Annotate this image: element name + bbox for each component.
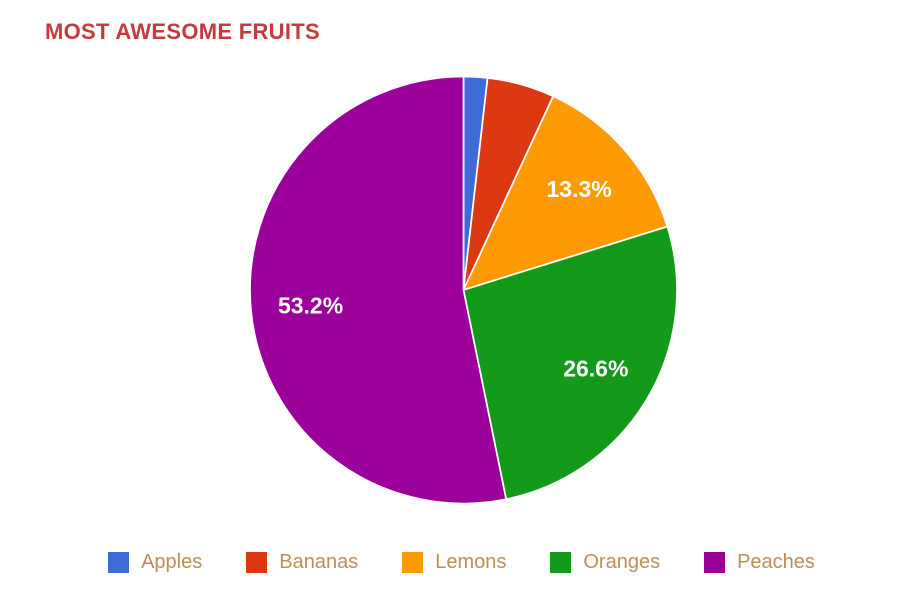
- legend-item-apples[interactable]: Apples: [108, 551, 202, 573]
- pie-chart: 13.3% 26.6% 53.2%: [249, 75, 678, 505]
- pie-slice-peaches[interactable]: [249, 75, 507, 505]
- legend-swatch-peaches: [704, 551, 726, 573]
- chart-legend: Apples Bananas Lemons Oranges Peaches: [0, 551, 923, 573]
- pie-slices: [249, 75, 678, 505]
- slice-label-peaches: 53.2%: [278, 293, 343, 319]
- legend-item-bananas[interactable]: Bananas: [246, 551, 358, 573]
- legend-item-peaches[interactable]: Peaches: [704, 551, 815, 573]
- legend-swatch-oranges: [550, 551, 572, 573]
- slice-label-oranges: 26.6%: [563, 356, 628, 382]
- legend-swatch-apples: [108, 551, 130, 573]
- legend-item-lemons[interactable]: Lemons: [402, 551, 506, 573]
- pie-slice-oranges[interactable]: [462, 225, 678, 501]
- legend-swatch-bananas: [246, 551, 268, 573]
- legend-item-oranges[interactable]: Oranges: [550, 551, 660, 573]
- legend-label-lemons: Lemons: [435, 551, 507, 573]
- legend-swatch-lemons: [402, 551, 424, 573]
- slice-label-lemons: 13.3%: [547, 176, 612, 202]
- legend-label-apples: Apples: [141, 551, 203, 573]
- chart-title: MOST AWESOME FRUITS: [45, 19, 320, 44]
- legend-label-bananas: Bananas: [279, 551, 359, 573]
- legend-label-peaches: Peaches: [737, 551, 815, 573]
- pie-slice-labels: 13.3% 26.6% 53.2%: [278, 176, 628, 382]
- legend-label-oranges: Oranges: [583, 551, 661, 573]
